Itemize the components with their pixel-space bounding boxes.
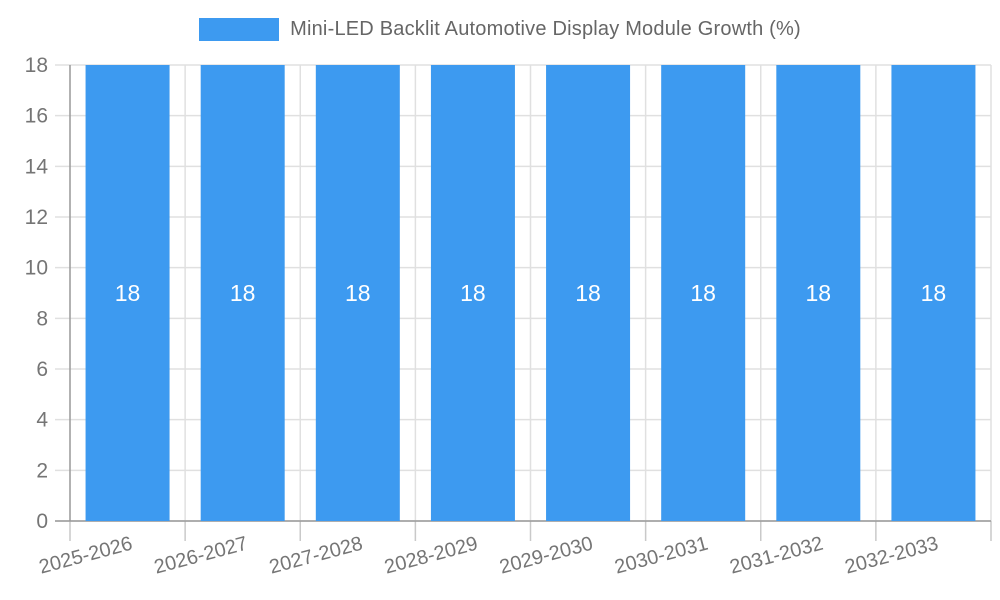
bar-value-label: 18 xyxy=(921,280,947,306)
bar[interactable] xyxy=(430,65,515,521)
bar-value-label: 18 xyxy=(575,280,601,306)
x-axis-tick-label: 2030-2031 xyxy=(612,533,710,579)
bar[interactable] xyxy=(661,65,746,521)
bar[interactable] xyxy=(315,65,400,521)
y-axis-tick-label: 10 xyxy=(25,257,48,280)
legend-label: Mini-LED Backlit Automotive Display Modu… xyxy=(290,18,801,40)
y-axis-tick-label: 6 xyxy=(36,358,48,381)
bar-value-label: 18 xyxy=(345,280,371,306)
legend[interactable]: Mini-LED Backlit Automotive Display Modu… xyxy=(0,18,1000,41)
y-axis-tick-label: 4 xyxy=(36,409,48,432)
y-axis-tick-label: 2 xyxy=(36,459,48,482)
x-axis-tick-label: 2026-2027 xyxy=(152,533,250,579)
y-axis-tick-label: 12 xyxy=(25,206,48,229)
bar-value-label: 18 xyxy=(115,280,141,306)
bar-value-label: 18 xyxy=(230,280,256,306)
bar-value-label: 18 xyxy=(690,280,716,306)
y-axis-tick-label: 8 xyxy=(36,307,48,330)
bar[interactable] xyxy=(776,65,861,521)
x-axis-tick-label: 2028-2029 xyxy=(382,533,480,579)
y-axis-tick-label: 16 xyxy=(25,105,48,128)
y-axis-tick-label: 0 xyxy=(36,510,48,533)
bar[interactable] xyxy=(200,65,285,521)
bar[interactable] xyxy=(85,65,170,521)
x-axis-tick-label: 2031-2032 xyxy=(728,533,826,579)
bar-value-label: 18 xyxy=(460,280,486,306)
bar-value-label: 18 xyxy=(806,280,832,306)
x-axis-tick-label: 2025-2026 xyxy=(37,533,135,579)
legend-swatch xyxy=(199,18,280,41)
y-axis-tick-label: 18 xyxy=(25,54,48,77)
x-axis-tick-label: 2032-2033 xyxy=(843,533,941,579)
bar[interactable] xyxy=(546,65,631,521)
x-axis-tick-label: 2027-2028 xyxy=(267,533,365,579)
bar[interactable] xyxy=(891,65,976,521)
y-axis-tick-label: 14 xyxy=(25,155,49,178)
x-axis-tick-label: 2029-2030 xyxy=(497,533,595,579)
